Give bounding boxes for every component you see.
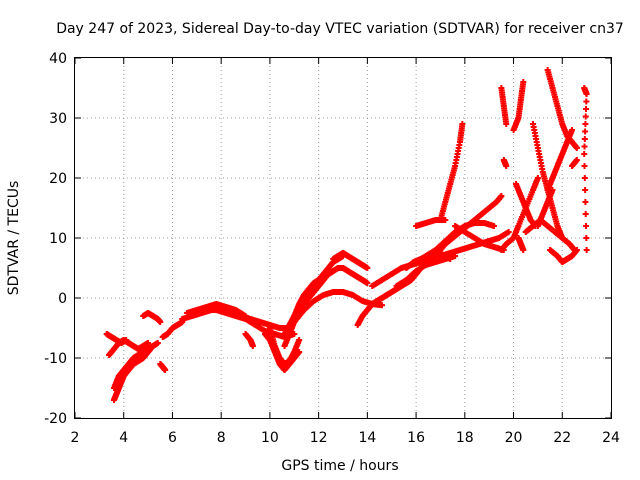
series-arc-z: [437, 121, 466, 223]
data-point: [573, 157, 580, 163]
data-point: [581, 163, 588, 169]
y-tick-label: 20: [49, 171, 67, 187]
data-point: [583, 91, 590, 97]
x-tick-label: 12: [310, 430, 328, 446]
data-point: [154, 340, 161, 346]
series-arc-e: [140, 310, 164, 325]
y-axis-label: SDTVAR / TECUs: [6, 181, 22, 296]
series-arc-ak: [544, 127, 576, 193]
series-arc-r: [330, 250, 371, 271]
data-point: [582, 187, 589, 193]
x-tick-label: 8: [217, 430, 226, 446]
series-arc-a: [106, 337, 152, 358]
data-point: [583, 106, 590, 112]
x-tick-label: 6: [168, 430, 177, 446]
grid-lines: [75, 58, 611, 418]
data-point: [459, 121, 466, 127]
y-tick-label: 0: [58, 291, 67, 307]
data-point: [447, 256, 454, 262]
y-tick-label: -20: [44, 411, 67, 427]
y-tick-label: 10: [49, 231, 67, 247]
series-arc-p: [291, 265, 371, 319]
series-arc-al: [522, 217, 578, 253]
data-point: [503, 121, 510, 127]
data-point: [162, 367, 169, 373]
data-point: [582, 121, 589, 127]
y-tick-label: -10: [44, 351, 67, 367]
data-point: [573, 247, 580, 253]
data-point: [249, 343, 256, 349]
series-arc-am: [547, 247, 580, 265]
series-arc-b: [103, 331, 130, 346]
series-arc-aj: [544, 67, 580, 151]
data-point: [520, 79, 527, 85]
series-arc-x: [427, 193, 505, 265]
data-point: [296, 337, 303, 343]
x-tick-label: 4: [119, 430, 128, 446]
series-arc-ao: [581, 85, 590, 253]
data-point: [123, 337, 130, 343]
data-point: [569, 127, 576, 133]
data-point: [583, 247, 590, 253]
series-arc-af: [512, 181, 539, 229]
data-point: [452, 253, 459, 259]
data-point: [491, 223, 498, 229]
series-arc-d: [110, 340, 161, 391]
x-axis-label: GPS time / hours: [281, 458, 398, 474]
series-arc-u: [393, 253, 459, 289]
data-point: [581, 151, 588, 157]
x-tick-label: 24: [602, 430, 620, 446]
data-point: [583, 98, 590, 105]
series-arc-f: [157, 361, 169, 373]
data-point: [364, 280, 371, 286]
data-point: [364, 265, 371, 271]
x-tick-labels: 2 4 6 8 10 12 14 16 18 20 22 24: [71, 430, 620, 446]
x-tick-label: 14: [358, 430, 376, 446]
y-tick-labels: -20 -10 0 10 20 30 40: [44, 51, 67, 427]
x-tick-label: 20: [505, 430, 523, 446]
series-arc-y: [413, 217, 449, 229]
plot-frame: [74, 57, 612, 419]
x-tick-label: 22: [553, 430, 571, 446]
y-tick-label: 30: [49, 111, 67, 127]
data-point: [145, 340, 152, 346]
y-tick-label: 40: [49, 51, 67, 67]
data-point: [520, 247, 527, 253]
series-arc-ac: [498, 85, 510, 127]
x-tick-label: 18: [456, 430, 474, 446]
data-point: [534, 175, 541, 181]
data-point: [581, 175, 588, 181]
data-point: [157, 319, 164, 325]
data-point: [581, 143, 588, 150]
series-arc-an: [569, 157, 580, 169]
chart-title: Day 247 of 2023, Sidereal Day-to-day VTE…: [56, 21, 624, 37]
data-point: [582, 199, 589, 205]
data-point: [581, 136, 588, 142]
data-point: [582, 211, 589, 217]
data-point: [582, 113, 589, 120]
series-arc-j: [193, 301, 249, 319]
series-arc-m: [266, 325, 303, 367]
data-point: [498, 193, 505, 199]
data-points: [103, 67, 590, 403]
data-point: [583, 235, 590, 241]
data-point: [503, 163, 510, 169]
data-point: [505, 229, 512, 235]
series-arc-ae: [510, 79, 527, 133]
series-arc-ad: [500, 157, 510, 169]
data-point: [583, 223, 590, 229]
series-arc-ab: [498, 175, 541, 253]
x-tick-label: 16: [407, 430, 425, 446]
data-point: [378, 302, 385, 309]
data-point: [573, 145, 580, 151]
x-tick-label: 10: [261, 430, 279, 446]
series-arc-ag: [515, 235, 527, 253]
series-arc-g: [159, 319, 186, 340]
series-arc-k: [242, 331, 256, 349]
x-tick-label: 2: [71, 430, 80, 446]
data-point: [582, 128, 589, 135]
data-point: [242, 313, 249, 319]
